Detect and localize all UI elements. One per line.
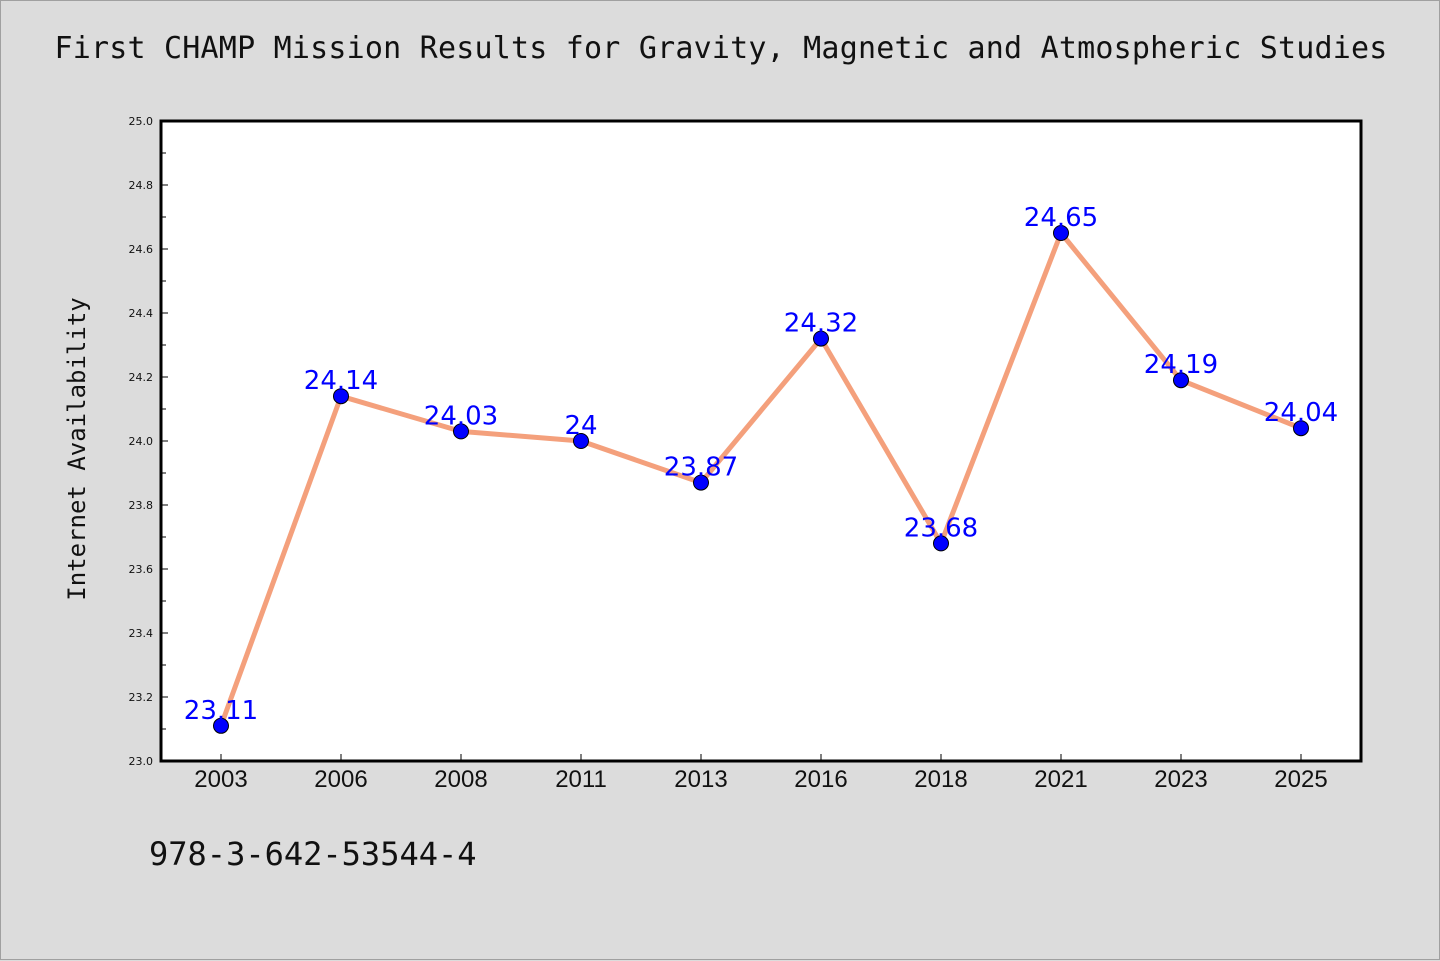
data-point-marker [693, 474, 709, 491]
data-label: 24.19 [1144, 350, 1218, 380]
y-tick-label: 24.2 [129, 371, 154, 384]
data-label: 24.32 [784, 309, 858, 339]
series-line [218, 230, 1304, 729]
x-tick-label: 2006 [314, 766, 367, 793]
y-tick-label: 24.6 [129, 243, 154, 256]
data-point-marker [813, 330, 829, 347]
data-label: 23.68 [904, 513, 978, 543]
x-tick-label: 2023 [1154, 766, 1207, 793]
data-point-marker [1293, 420, 1309, 437]
plot-area [159, 119, 1363, 763]
data-point-marker [933, 535, 949, 552]
data-point-marker [213, 717, 229, 734]
data-label: 23.87 [664, 453, 738, 483]
x-axis: 2003 2006 2008 2011 2013 2016 2018 2021 2023 2025 [194, 754, 1328, 793]
x-tick-label: 2011 [555, 766, 607, 793]
data-label: 24.14 [304, 366, 378, 396]
y-tick-label: 24.4 [129, 307, 154, 320]
y-tick-label: 23.8 [129, 499, 154, 512]
x-tick-label: 2013 [674, 766, 727, 793]
y-axis: 23.0 23.2 23.4 23.6 23.8 24.0 24.2 24.4 24.6 24.8… [129, 115, 168, 768]
x-tick-label: 2021 [1034, 766, 1087, 793]
data-label: 24 [564, 411, 597, 441]
data-markers [213, 225, 1309, 734]
data-label: 24.03 [424, 401, 498, 431]
y-tick-label: 23.6 [129, 563, 154, 576]
data-label: 23.11 [184, 696, 258, 726]
data-point-marker [453, 423, 469, 440]
y-tick-label: 24.0 [129, 435, 154, 448]
data-point-marker [573, 433, 589, 449]
data-labels: 23.11 24.14 24.03 24 23.87 24.32 23.68 24.65 24.… [184, 203, 1338, 726]
y-tick-label: 23.2 [129, 691, 154, 704]
x-tick-label: 2016 [794, 766, 847, 793]
y-tick-label: 25.0 [129, 115, 154, 128]
y-tick-label: 23.0 [129, 755, 154, 768]
footer-code: 978-3-642-53544-4 [149, 835, 477, 873]
data-point-marker [1053, 225, 1069, 241]
data-point-marker [333, 388, 349, 405]
y-tick-label: 23.4 [129, 627, 154, 640]
data-label: 24.04 [1264, 398, 1338, 428]
x-tick-label: 2018 [914, 766, 967, 793]
data-label: 24.65 [1024, 203, 1098, 233]
chart-title: First CHAMP Mission Results for Gravity,… [54, 31, 1388, 66]
x-tick-label: 2003 [194, 766, 247, 793]
series-lines [218, 230, 1304, 729]
data-point-marker [1173, 372, 1189, 389]
y-tick-label: 24.8 [129, 179, 154, 192]
x-tick-label: 2025 [1274, 766, 1327, 793]
x-tick-label: 2008 [434, 766, 487, 793]
